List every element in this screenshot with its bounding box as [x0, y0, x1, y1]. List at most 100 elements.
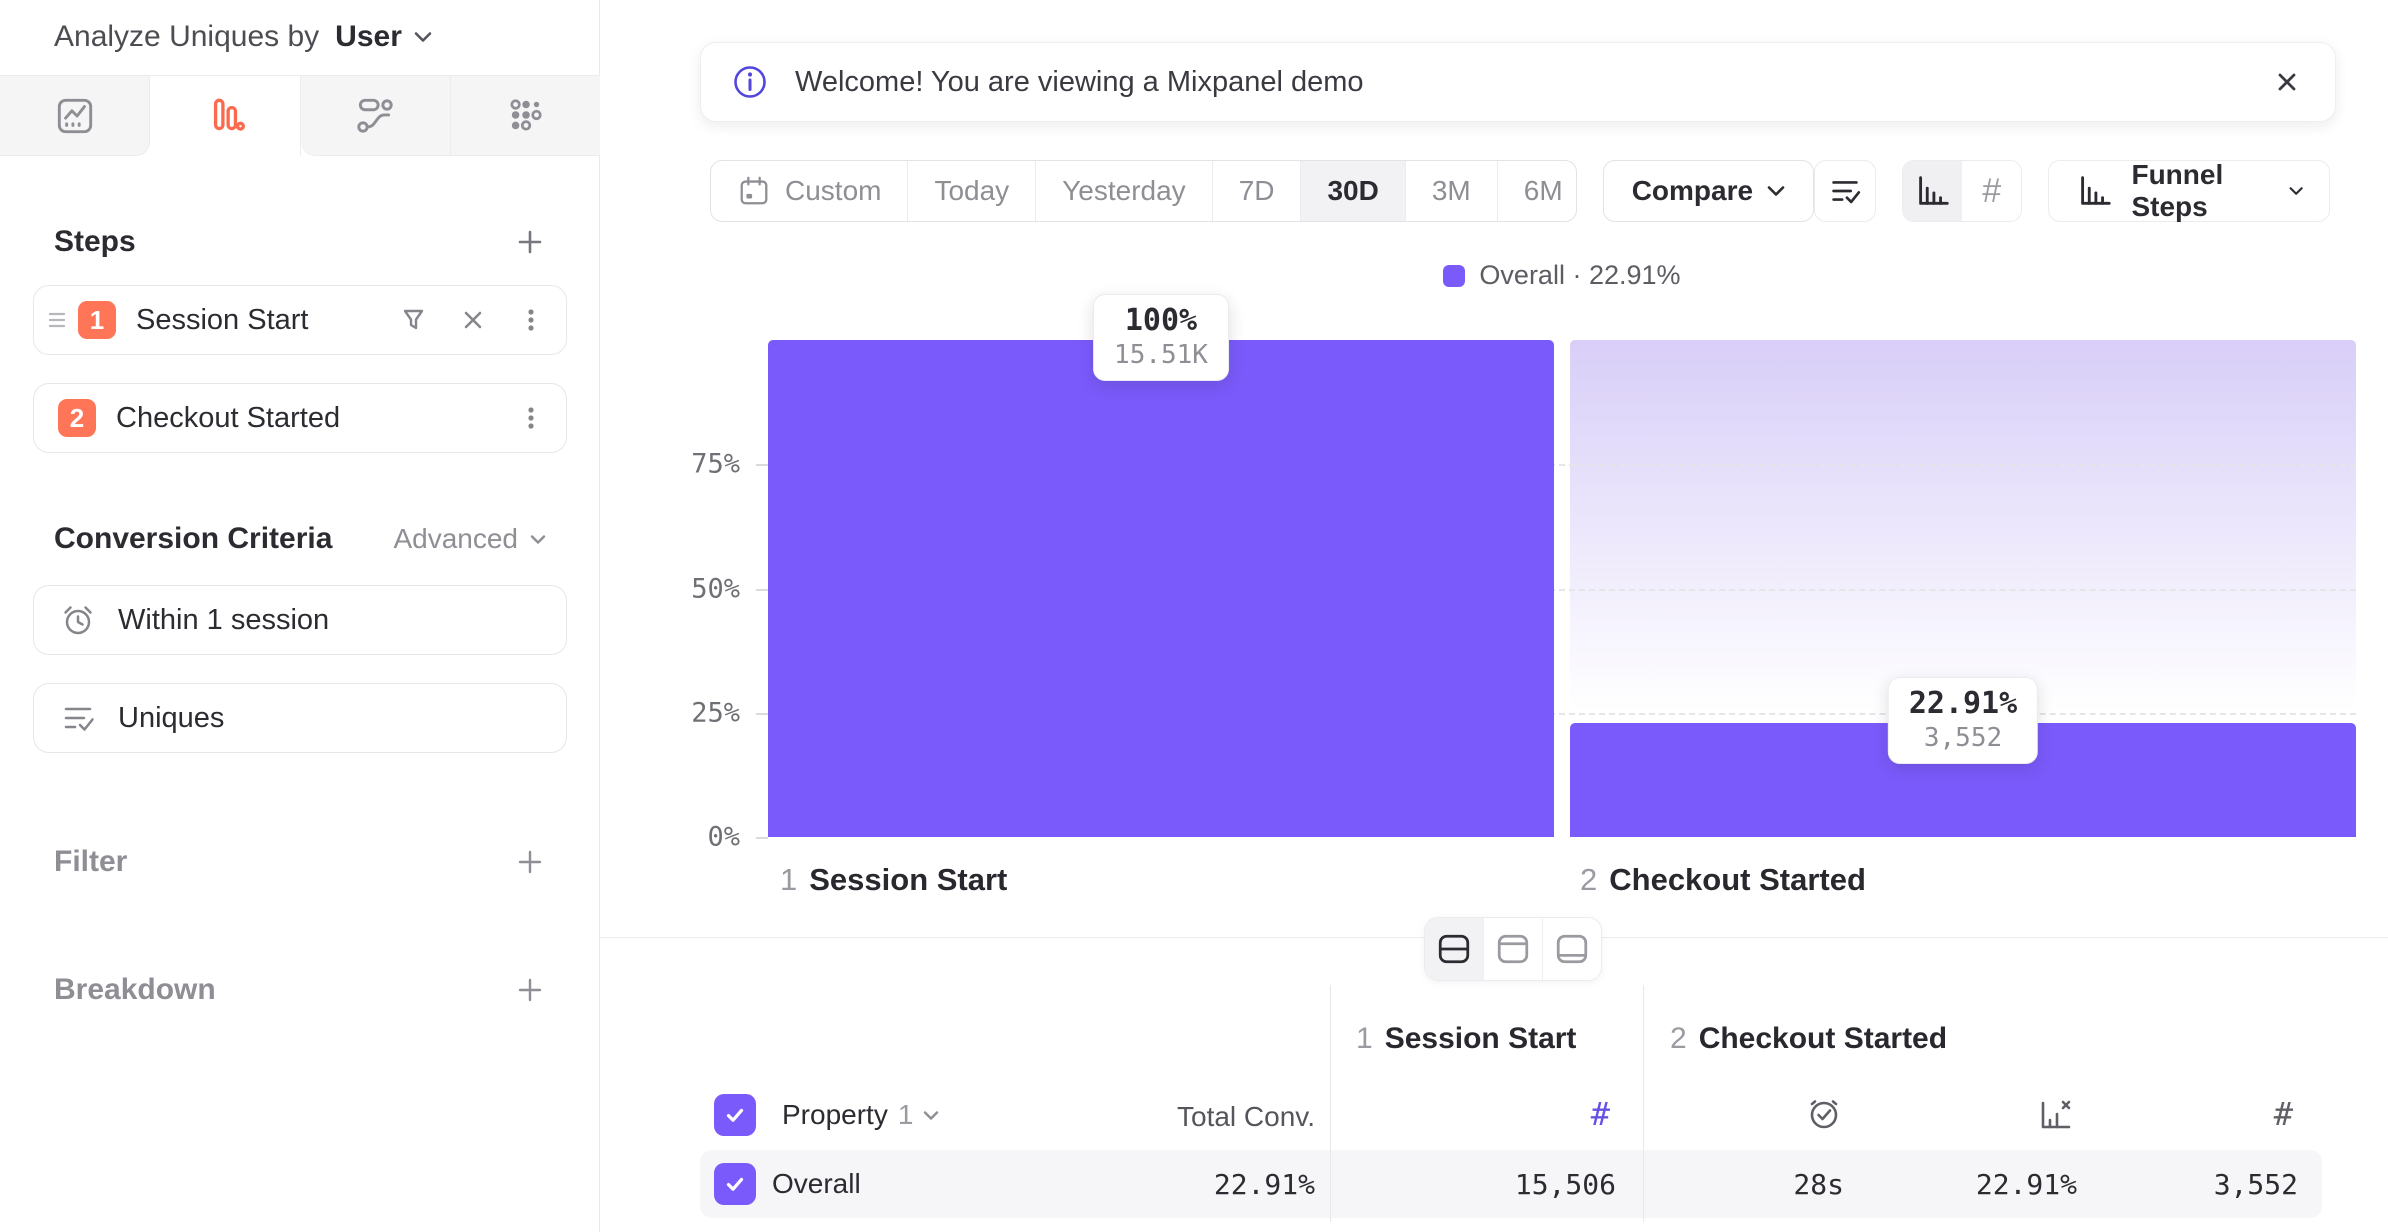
y-tick-mark [756, 464, 768, 467]
steps-section-header: Steps [54, 225, 546, 259]
info-icon [731, 63, 769, 101]
tab-insights[interactable] [0, 76, 151, 156]
layout-table-only-button[interactable] [1543, 918, 1601, 980]
uniques-metric-button[interactable] [1814, 160, 1876, 222]
x-label-step-1: 1 Session Start [780, 862, 1008, 897]
counting-method-card[interactable]: Uniques [33, 683, 567, 753]
step-label: Session Start [136, 303, 309, 336]
total-conv-column-header: Total Conv. [1177, 1101, 1315, 1132]
compare-button[interactable]: Compare [1602, 160, 1815, 222]
conversion-rate-column-icon[interactable] [2033, 1093, 2077, 1137]
banner-close-icon[interactable] [2271, 66, 2303, 98]
date-range-group: CustomTodayYesterday7D30D3M6M12M [710, 160, 1577, 222]
property-dropdown[interactable]: Property 1 [714, 1094, 939, 1136]
step-label: Checkout Started [116, 401, 341, 434]
main-content: Welcome! You are viewing a Mixpanel demo… [600, 0, 2388, 1232]
advanced-label: Advanced [393, 523, 518, 554]
date-range-3m[interactable]: 3M [1406, 161, 1498, 221]
hash-icon: # [1982, 171, 2002, 210]
add-breakdown-button[interactable] [514, 974, 546, 1006]
add-filter-button[interactable] [514, 846, 546, 878]
funnel-steps-label: Funnel Steps [2131, 159, 2224, 222]
chevron-down-icon [414, 31, 432, 43]
filter-title: Filter [54, 845, 128, 878]
cell-conversion-rate: 22.91% [1975, 1168, 2077, 1201]
y-tick-label: 50% [691, 573, 740, 604]
flows-icon [352, 93, 398, 139]
session-start-count-column-icon[interactable]: # [1590, 1095, 1610, 1133]
date-range-6m[interactable]: 6M [1498, 161, 1576, 221]
advanced-dropdown[interactable]: Advanced [393, 523, 546, 555]
bar-count-1: 15.51K [1114, 340, 1208, 370]
legend-series-label: Overall · 22.91% [1479, 260, 1681, 290]
select-all-checkbox[interactable] [714, 1094, 756, 1136]
date-range-30d[interactable]: 30D [1301, 161, 1406, 221]
y-tick-mark [756, 837, 768, 839]
tab-flows[interactable] [300, 76, 451, 156]
list-check-icon [1826, 172, 1864, 210]
remove-step-icon[interactable] [458, 305, 488, 335]
funnel-bar-step-1[interactable] [768, 340, 1554, 837]
report-type-tabs [0, 75, 600, 156]
step-more-options-icon[interactable] [516, 305, 546, 335]
gridline [768, 464, 2356, 467]
funnel-carryover-gradient [1570, 340, 2356, 724]
analyze-by-dropdown[interactable]: User [335, 20, 432, 54]
table-group-header-step-1: 1 Session Start [1356, 1022, 1577, 1055]
add-step-button[interactable] [514, 226, 546, 258]
counting-method-label: Uniques [118, 701, 225, 734]
funnel-chart: 100% 15.51K 22.91% 3,552 [768, 294, 2356, 837]
bar-value-label-1: 100% 15.51K [1093, 294, 1229, 381]
table-header-row: Property 1 Total Conv. # # [600, 1086, 2388, 1144]
time-to-convert-column-icon[interactable] [1802, 1093, 1846, 1137]
chart-legend[interactable]: Overall · 22.91% [768, 260, 2356, 291]
legend-swatch [1443, 264, 1466, 287]
y-tick-label: 25% [691, 697, 740, 729]
layout-split-button[interactable] [1425, 918, 1484, 980]
checkout-count-column-icon[interactable]: # [2273, 1095, 2293, 1133]
funnel-column-1[interactable] [768, 340, 1554, 837]
table-group-header-step-2: 2 Checkout Started [1670, 1022, 1948, 1055]
step-card-2[interactable]: 2 Checkout Started [33, 383, 567, 453]
layout-chart-only-button[interactable] [1484, 918, 1543, 980]
breakdown-section-header: Breakdown [54, 973, 546, 1007]
y-tick-mark [756, 588, 768, 591]
funnel-column-2[interactable] [1570, 340, 2356, 837]
property-index: 1 [897, 1099, 914, 1130]
breakdown-title: Breakdown [54, 973, 216, 1006]
gridline [768, 588, 2356, 591]
steps-title: Steps [54, 225, 136, 258]
row-checkbox[interactable] [714, 1163, 756, 1205]
step-more-options-icon[interactable] [516, 403, 546, 433]
alarm-clock-icon [58, 600, 98, 640]
tab-retention[interactable] [450, 76, 600, 156]
analyze-label: Analyze Uniques by [54, 20, 320, 53]
x-label-step-2: 2 Checkout Started [1580, 862, 1866, 897]
demo-banner: Welcome! You are viewing a Mixpanel demo [700, 42, 2336, 122]
funnel-steps-dropdown[interactable]: Funnel Steps [2048, 159, 2330, 222]
tab-funnels[interactable] [150, 76, 301, 156]
drag-handle-icon[interactable] [46, 310, 68, 330]
step-card-1[interactable]: 1 Session Start [33, 285, 567, 355]
bar-chart-icon [2075, 172, 2113, 210]
cell-total-conv: 22.91% [1213, 1168, 1315, 1201]
step-filter-icon[interactable] [396, 303, 430, 337]
bar-count-2: 3,552 [1923, 723, 2003, 754]
analyze-by-value: User [335, 20, 402, 53]
date-range-7d[interactable]: 7D [1213, 161, 1302, 221]
table-row-overall[interactable]: Overall 22.91% 15,506 28s 22.91% 3,552 [700, 1150, 2322, 1218]
conversion-window-card[interactable]: Within 1 session [33, 585, 567, 655]
date-range-today[interactable]: Today [908, 161, 1037, 221]
retention-icon [502, 93, 548, 139]
filter-section-header: Filter [54, 845, 546, 879]
bar-value-label-2: 22.91% 3,552 [1887, 677, 2039, 765]
step-number-badge: 2 [58, 399, 96, 437]
cell-checkout-count: 3,552 [2213, 1168, 2298, 1201]
funnels-icon [202, 93, 248, 139]
sidebar: Analyze Uniques by User [0, 0, 600, 1232]
table-column-divider [1330, 985, 1331, 1222]
date-range-yesterday[interactable]: Yesterday [1036, 161, 1213, 221]
bar-chart-view-button[interactable] [1902, 161, 1962, 221]
date-range-custom[interactable]: Custom [711, 161, 909, 221]
number-view-button[interactable]: # [1962, 161, 2022, 221]
